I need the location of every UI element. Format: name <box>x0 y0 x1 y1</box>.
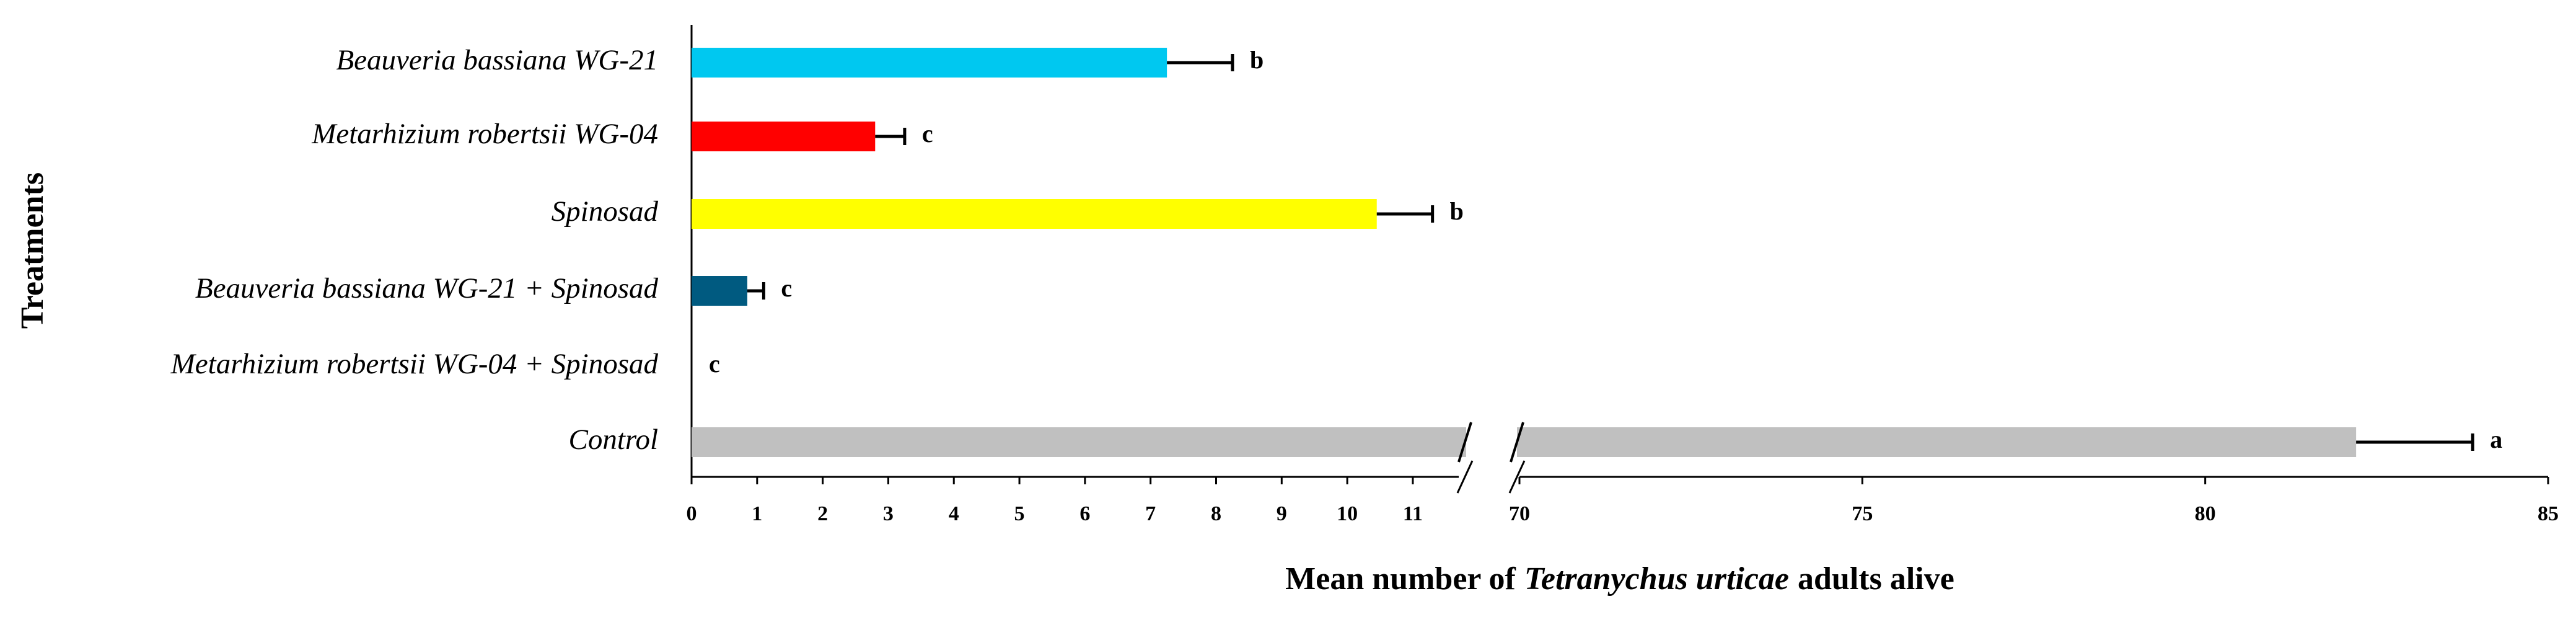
x-axis-title-part: Tetranychus urticae <box>1524 561 1789 597</box>
category-label: Spinosad <box>552 195 659 228</box>
x-tick-label: 7 <box>1145 502 1156 525</box>
bar <box>692 48 1167 78</box>
x-tick-label: 0 <box>687 502 697 525</box>
category-label: Beauveria bassiana WG-21 + Spinosad <box>195 272 659 304</box>
significance-letter: a <box>2490 425 2502 453</box>
significance-letter: b <box>1250 46 1264 74</box>
significance-letter: c <box>781 274 792 302</box>
x-tick-label: 80 <box>2195 502 2216 525</box>
axis-break <box>1508 460 1526 494</box>
x-axis-title-part: Mean number of <box>1285 561 1516 597</box>
bar <box>692 122 876 151</box>
bar <box>692 276 747 306</box>
x-tick-label: 2 <box>817 502 828 525</box>
category-label: Control <box>568 424 658 456</box>
y-axis-title: Treatments <box>15 172 50 329</box>
x-tick-label: 3 <box>883 502 894 525</box>
x-tick-label: 5 <box>1014 502 1025 525</box>
bar <box>1517 427 2357 457</box>
x-tick-label: 11 <box>1403 502 1423 525</box>
significance-letter: c <box>922 120 933 148</box>
x-tick-label: 10 <box>1337 502 1358 525</box>
category-label: Metarhizium robertsii WG-04 <box>311 118 658 150</box>
x-tick-label: 6 <box>1079 502 1090 525</box>
bar <box>692 427 1466 457</box>
x-tick-label: 8 <box>1211 502 1221 525</box>
axis-break <box>1456 460 1474 494</box>
x-tick-label: 4 <box>949 502 959 525</box>
x-tick-label: 85 <box>2538 502 2559 525</box>
bar-break <box>1457 422 1472 463</box>
x-tick-label: 1 <box>752 502 762 525</box>
category-label: Metarhizium robertsii WG-04 + Spinosad <box>170 348 659 380</box>
bar <box>692 199 1377 229</box>
bar-break <box>1510 422 1524 463</box>
x-axis-title-part: adults alive <box>1798 561 1954 597</box>
x-tick-label: 9 <box>1277 502 1287 525</box>
significance-letter: c <box>709 350 720 378</box>
x-tick-label: 75 <box>1852 502 1873 525</box>
x-tick-label: 70 <box>1509 502 1530 525</box>
category-label: Beauveria bassiana WG-21 <box>336 44 658 76</box>
significance-letter: b <box>1450 197 1464 225</box>
x-axis-title: Mean number of Tetranychus urticae adults … <box>1285 561 1954 597</box>
